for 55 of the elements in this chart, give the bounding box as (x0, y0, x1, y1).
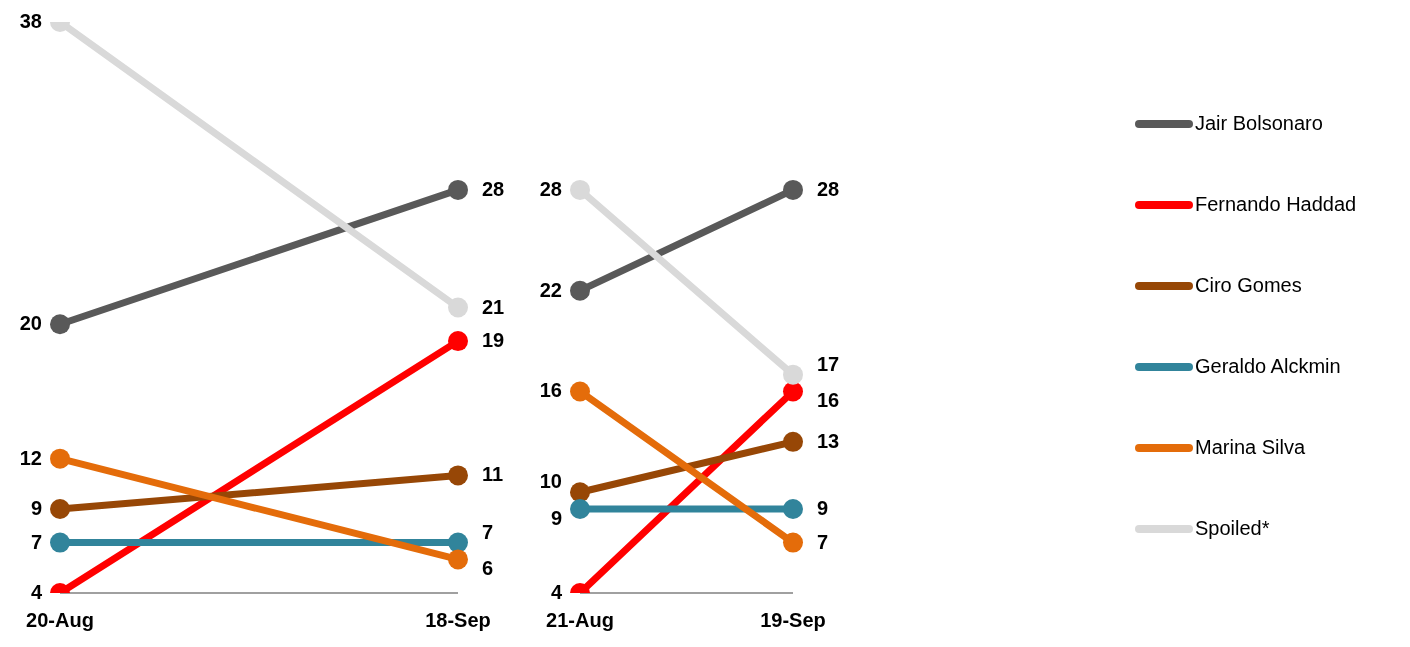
data-label: 7 (482, 520, 494, 543)
data-label: 19 (482, 329, 505, 352)
point (570, 482, 590, 503)
point (448, 549, 468, 570)
point (783, 499, 803, 520)
point (50, 532, 70, 553)
x-tick-label: 20-Aug (26, 609, 94, 632)
point (570, 381, 590, 402)
point (448, 532, 468, 553)
x-tick-label: 19-Sep (760, 609, 826, 632)
point (783, 179, 803, 200)
data-label: 9 (30, 497, 42, 520)
data-label: 4 (30, 581, 43, 603)
point (50, 448, 70, 469)
legend-label: Fernando Haddad (1195, 193, 1357, 216)
data-label: 12 (19, 446, 42, 469)
point (570, 280, 590, 301)
legend-label: Spoiled* (1195, 517, 1270, 540)
data-label: 4 (550, 581, 563, 603)
data-label: 7 (30, 530, 42, 553)
data-label: 10 (539, 470, 562, 493)
legend-label: Marina Silva (1195, 436, 1306, 459)
data-label: 22 (539, 278, 562, 301)
data-label: 21 (482, 295, 505, 318)
point (783, 364, 803, 385)
data-label: 28 (482, 177, 505, 200)
point (783, 532, 803, 553)
data-label: 9 (817, 497, 829, 520)
point (448, 331, 468, 352)
x-tick-label: 18-Sep (425, 609, 491, 632)
data-label: 17 (817, 352, 840, 375)
data-label: 20 (19, 312, 42, 335)
data-label: 11 (482, 463, 504, 486)
point (448, 179, 468, 200)
legend-label: Jair Bolsonaro (1195, 112, 1323, 135)
data-label: 38 (19, 10, 42, 32)
data-label: 13 (817, 429, 840, 452)
point (783, 381, 803, 402)
point (50, 499, 70, 520)
point (448, 465, 468, 486)
x-tick-label: 21-Aug (546, 609, 614, 632)
data-label: 16 (539, 379, 562, 402)
point (50, 314, 70, 335)
point (570, 499, 590, 520)
data-label: 16 (817, 389, 840, 412)
data-label: 9 (550, 507, 562, 530)
legend-label: Geraldo Alckmin (1195, 355, 1341, 378)
data-label: 7 (817, 530, 829, 553)
legend-label: Ciro Gomes (1195, 274, 1302, 297)
data-label: 28 (817, 177, 840, 200)
data-label: 6 (482, 557, 494, 580)
data-label: 28 (539, 177, 562, 200)
point (570, 179, 590, 200)
point (783, 431, 803, 452)
point (448, 297, 468, 318)
